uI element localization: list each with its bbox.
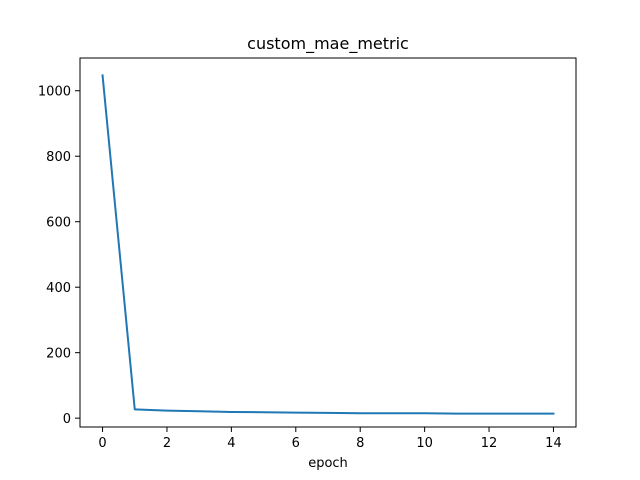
x-tick-label: 6 [292,436,300,451]
y-tick-label: 0 [63,412,71,427]
chart-title: custom_mae_metric [247,34,409,54]
x-tick-label: 0 [98,436,106,451]
plot-area: 0 2 4 6 8 10 12 14 0 200 400 600 800 1000 [38,57,577,451]
x-tick-label: 2 [163,436,171,451]
y-tick-label: 800 [46,150,71,165]
x-axis-label: epoch [308,456,348,471]
x-tick-label: 14 [545,436,562,451]
y-tick-label: 200 [46,347,71,362]
x-tick-label: 4 [227,436,235,451]
y-tick-label: 1000 [38,85,71,100]
x-tick-label: 10 [416,436,433,451]
axes-frame [79,57,577,428]
x-tick-label: 12 [481,436,498,451]
y-tick-label: 400 [46,281,71,296]
series-line [101,74,555,415]
y-tick-label: 600 [46,216,71,231]
x-tick-label: 8 [356,436,364,451]
